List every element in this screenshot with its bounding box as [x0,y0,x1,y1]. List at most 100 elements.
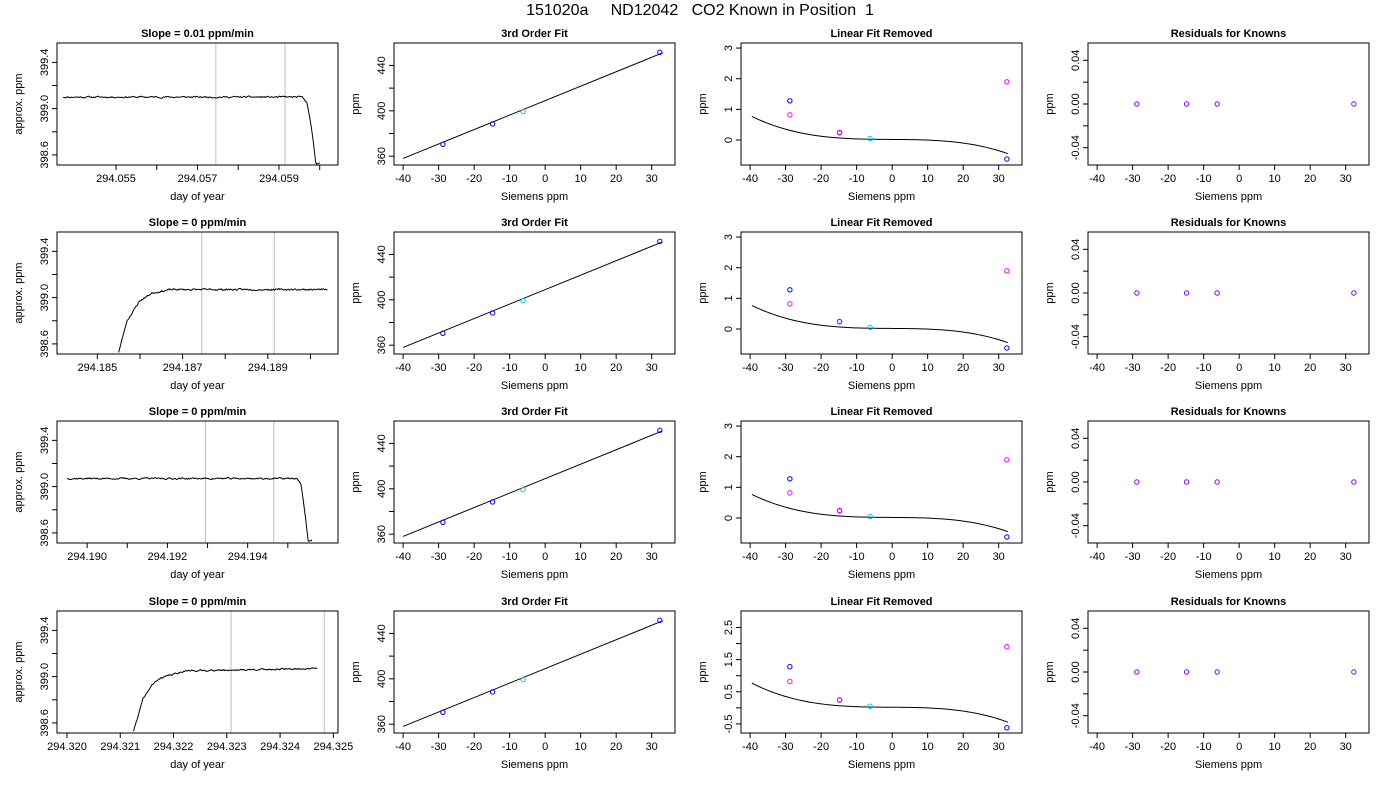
data-point [520,108,526,115]
plot-frame [56,420,339,544]
x-tick-label: 0 [1236,741,1242,753]
data-point [787,287,793,293]
panel-r1-c2: Linear Fit Removed-40 -30 -20 -10 0 10 20 30Sie… [697,217,1023,392]
x-axis-label: day of year [170,759,225,771]
x-tick-label: 294.059 [259,173,299,185]
data-point [867,513,873,520]
y-axis-label: approx. ppm [13,262,25,323]
x-axis: -40 -30 -20 -10 0 10 20 30 Siemens ppm [395,733,658,771]
x-tick-label: 294.189 [248,362,288,374]
y-axis: 398.6 399.0 399.4 approx. ppm [13,617,57,737]
x-tick-label: -20 [1160,741,1176,753]
plot-area [62,43,320,165]
x-tick-label: -10 [502,551,518,563]
data-point [1004,534,1010,540]
data-point [520,486,526,493]
x-axis-label: Siemens ppm [1195,569,1262,581]
y-axis: 0 1 2 3 ppm [697,234,741,332]
x-tick-label: -30 [778,741,794,753]
y-axis-label: ppm [350,661,362,682]
y-axis: 360 400 440 ppm [350,56,394,165]
x-tick-label: 294.055 [96,173,136,185]
plot-area [402,617,663,727]
y-tick-label: 0 [723,326,735,332]
panel-r3-c3: Residuals for Knowns -40 -30 -20 -10 0 10 20 30 S… [1044,596,1370,771]
plot-frame [393,420,676,544]
x-tick-label: -20 [1160,551,1176,563]
x-axis: -40 -30 -20 -10 0 10 20 30 Siemens ppm [1089,165,1352,203]
y-axis-label: ppm [1044,661,1056,682]
data-point [787,678,793,685]
y-axis-label: approx. ppm [13,73,25,134]
x-tick-label: 294.192 [148,551,188,563]
x-tick-label: 30 [1340,551,1352,563]
data-point [836,129,843,136]
y-axis: 0 1 2 3 ppm [697,423,741,521]
x-tick-label: -10 [849,741,865,753]
x-tick-label: 30 [993,741,1005,753]
x-tick-label: -20 [466,551,482,563]
x-tick-label: -30 [778,173,794,185]
x-tick-label: -20 [466,362,482,374]
x-tick-label: -40 [742,741,758,753]
x-tick-label: 0 [1236,362,1242,374]
y-tick-label: 399.0 [39,473,51,501]
data-point [787,663,793,670]
plot-frame [740,610,1023,734]
x-axis-label: Siemens ppm [848,380,915,392]
x-tick-label: 294.323 [207,741,247,753]
plot-frame [1087,610,1370,734]
x-tick-label: -10 [502,362,518,374]
y-axis: -0.04 0.00 0.04 ppm [1044,428,1088,538]
x-tick-label: -10 [1196,741,1212,753]
panel-title: Slope = 0 ppm/min [149,217,247,229]
plot-frame [1087,231,1370,355]
x-tick-label: -40 [395,173,411,185]
x-tick-label: 294.190 [67,551,107,563]
y-tick-label: 0 [723,137,735,143]
x-axis: 294.185 294.187 294.189 day of year [77,354,311,392]
data-point [489,499,496,505]
x-tick-label: -40 [742,551,758,563]
plot-frame [740,231,1023,355]
y-tick-label: 360 [376,525,388,543]
x-tick-label: 0 [889,741,895,753]
y-axis-label: approx. ppm [13,641,25,702]
data-point [440,330,446,336]
data-point [1134,290,1140,296]
data-point [657,49,663,56]
data-point [1183,479,1190,485]
y-tick-label: 440 [376,56,388,74]
x-tick-label: -30 [431,741,447,753]
x-tick-label: -20 [1160,362,1176,374]
data-point [1214,479,1220,485]
x-tick-label: 20 [957,362,969,374]
data-point [657,427,663,434]
y-tick-label: 0.04 [1070,239,1082,260]
panel-r2-c1: 3rd Order Fit -40 -30 -20 -10 0 10 20 30 Siemens … [350,406,676,581]
y-tick-label: 1 [723,295,735,301]
x-tick-label: 20 [957,741,969,753]
y-axis: -0.04 0.00 0.04 ppm [1044,50,1088,160]
y-tick-label: 440 [376,245,388,263]
plot-frame [1087,42,1370,166]
x-tick-label: 10 [575,173,587,185]
data-point [489,121,496,127]
x-axis-label: Siemens ppm [501,569,568,581]
data-point [1351,101,1357,107]
x-tick-label: -10 [849,173,865,185]
x-tick-label: -30 [431,362,447,374]
y-tick-label: 400 [376,670,388,688]
plot-area [133,611,325,733]
x-axis-label: day of year [170,380,225,392]
y-tick-label: 400 [376,480,388,498]
y-tick-label: 0.00 [1070,661,1082,682]
y-tick-label: 400 [376,291,388,309]
panel-r2-c2: Linear Fit Removed-40 -30 -20 -10 0 10 20 30Sie… [697,406,1023,581]
y-tick-label: 2 [723,265,735,271]
data-point [489,689,496,695]
fit-line [402,430,663,537]
x-tick-label: 0 [542,741,548,753]
panel-title: Residuals for Knowns [1171,28,1287,40]
data-point [867,324,873,331]
